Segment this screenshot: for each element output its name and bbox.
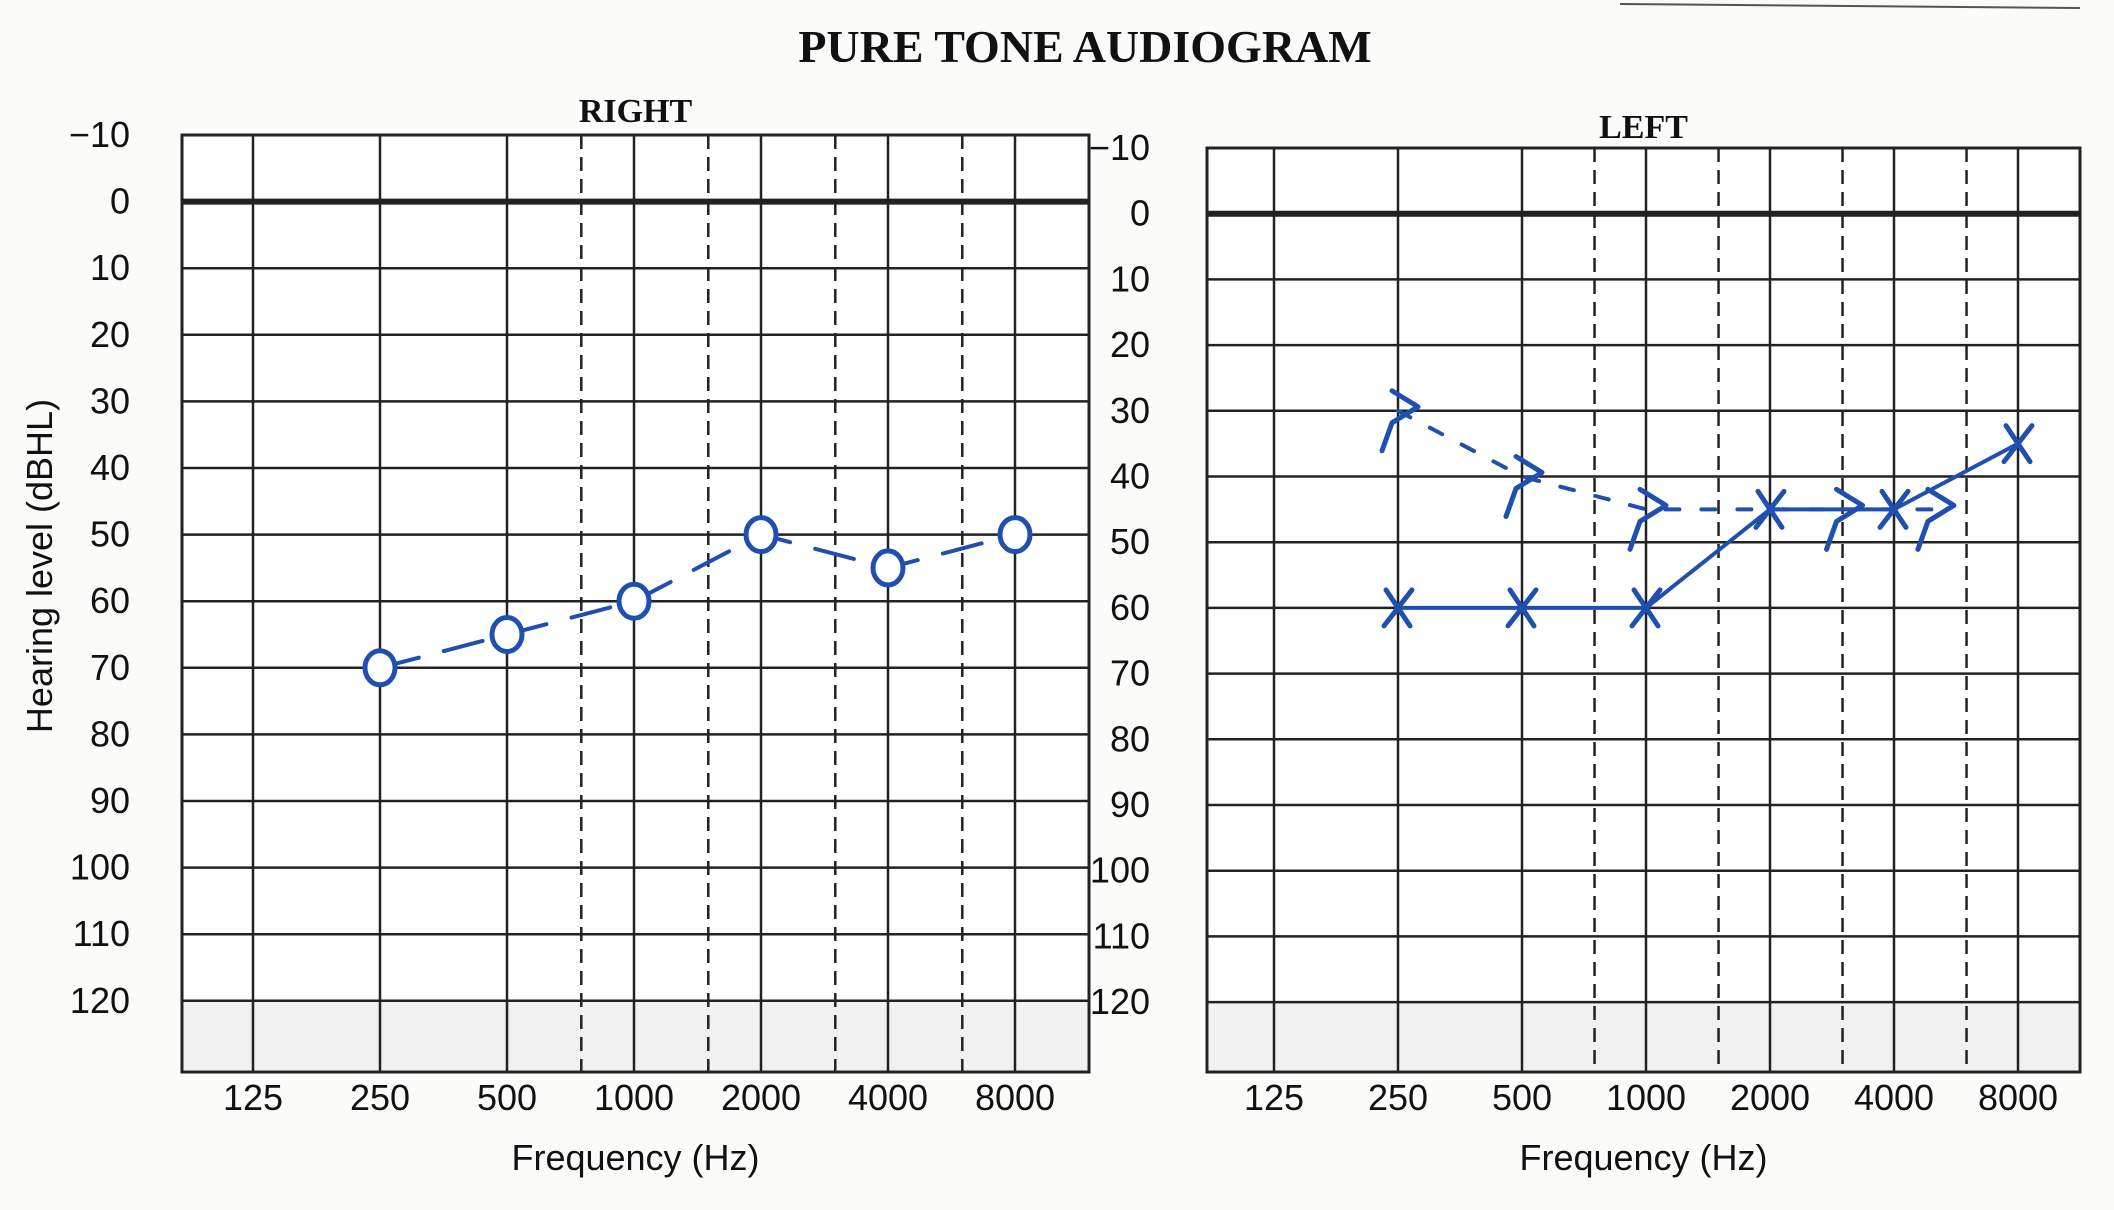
data-point-circle <box>997 515 1033 555</box>
y-tick-label: 30 <box>90 380 130 421</box>
left-ear-chart: LEFT −10 0 10 20 30 40 50 60 70 80 90 100 110 120 125 25… <box>1089 109 2082 1178</box>
y-tick-label: 110 <box>1093 915 1150 956</box>
x-tick-label: 8000 <box>1978 1077 2058 1118</box>
data-point-circle <box>489 615 525 654</box>
y-tick-label: 70 <box>1110 653 1150 694</box>
data-point-x <box>1629 587 1663 629</box>
y-tick-label: 120 <box>1090 981 1150 1022</box>
y-axis-label: Hearing level (dBHL) <box>19 399 60 733</box>
y-tick-label: −10 <box>69 114 130 155</box>
data-point-circle <box>616 581 652 621</box>
x-tick-label: 8000 <box>975 1077 1055 1118</box>
y-tick-label: 20 <box>1110 324 1150 365</box>
data-point-circle <box>362 648 398 688</box>
y-tick-label: −10 <box>1089 127 1150 168</box>
x-tick-label: 2000 <box>1730 1077 1810 1118</box>
series-line-circle <box>378 532 1017 670</box>
data-point-x <box>2001 423 2035 465</box>
y-tick-label: 80 <box>1110 718 1150 759</box>
y-tick-label: 40 <box>90 447 130 488</box>
x-tick-label: 125 <box>223 1077 283 1118</box>
x-tick-label: 1000 <box>594 1077 674 1118</box>
chart-title: PURE TONE AUDIOGRAM <box>798 21 1371 72</box>
y-tick-label: 50 <box>90 514 130 555</box>
data-point-x <box>1381 587 1415 629</box>
data-point-bracket <box>1627 486 1669 552</box>
x-tick-label: 4000 <box>848 1077 928 1118</box>
lower-band <box>184 1000 1087 1070</box>
x-tick-label: 500 <box>1492 1077 1552 1118</box>
y-tick-label: 100 <box>1090 850 1150 891</box>
y-tick-label: 110 <box>73 913 130 954</box>
page-edge-line <box>1619 3 2081 9</box>
right-ear-chart: RIGHT −10 0 10 20 30 40 50 60 70 80 90 100 110 120 125 2… <box>19 93 1091 1178</box>
y-tick-label: 40 <box>1110 456 1150 497</box>
x-tick-label: 2000 <box>721 1077 801 1118</box>
y-tick-label: 60 <box>1110 587 1150 628</box>
data-point-circle <box>743 515 779 555</box>
y-tick-label: 0 <box>110 181 130 222</box>
data-point-bracket <box>1915 486 1957 552</box>
x-axis-label: Frequency (Hz) <box>1519 1137 1767 1178</box>
y-tick-label: 90 <box>90 780 130 821</box>
y-tick-label: 10 <box>1110 258 1150 299</box>
x-tick-label: 500 <box>477 1077 537 1118</box>
x-tick-label: 250 <box>1368 1077 1428 1118</box>
x-tick-label: 1000 <box>1606 1077 1686 1118</box>
x-tick-label: 4000 <box>1854 1077 1934 1118</box>
data-point-bracket <box>1379 388 1421 454</box>
data-point-x <box>1505 587 1539 629</box>
ear-label: RIGHT <box>579 93 693 130</box>
data-point-bracket <box>1503 454 1545 519</box>
y-tick-label: 10 <box>90 247 130 288</box>
y-tick-label: 80 <box>90 713 130 754</box>
y-tick-label: 100 <box>70 847 130 888</box>
ear-label: LEFT <box>1599 109 1688 146</box>
y-tick-label: 70 <box>90 647 130 688</box>
y-tick-label: 50 <box>1110 521 1150 562</box>
y-tick-label: 90 <box>1110 784 1150 825</box>
x-axis-label: Frequency (Hz) <box>511 1137 759 1178</box>
y-tick-label: 0 <box>1130 193 1150 234</box>
lower-band <box>1209 1002 2078 1070</box>
x-tick-label: 125 <box>1244 1077 1304 1118</box>
data-point-circle <box>870 548 906 588</box>
x-tick-label: 250 <box>350 1077 410 1118</box>
y-tick-label: 20 <box>90 314 130 355</box>
y-tick-label: 30 <box>1110 390 1150 431</box>
y-tick-label: 60 <box>90 580 130 621</box>
data-point-x <box>1753 488 1787 530</box>
y-tick-label: 120 <box>70 980 130 1021</box>
data-point-bracket <box>1824 486 1866 552</box>
series-line-x <box>1396 441 2020 610</box>
